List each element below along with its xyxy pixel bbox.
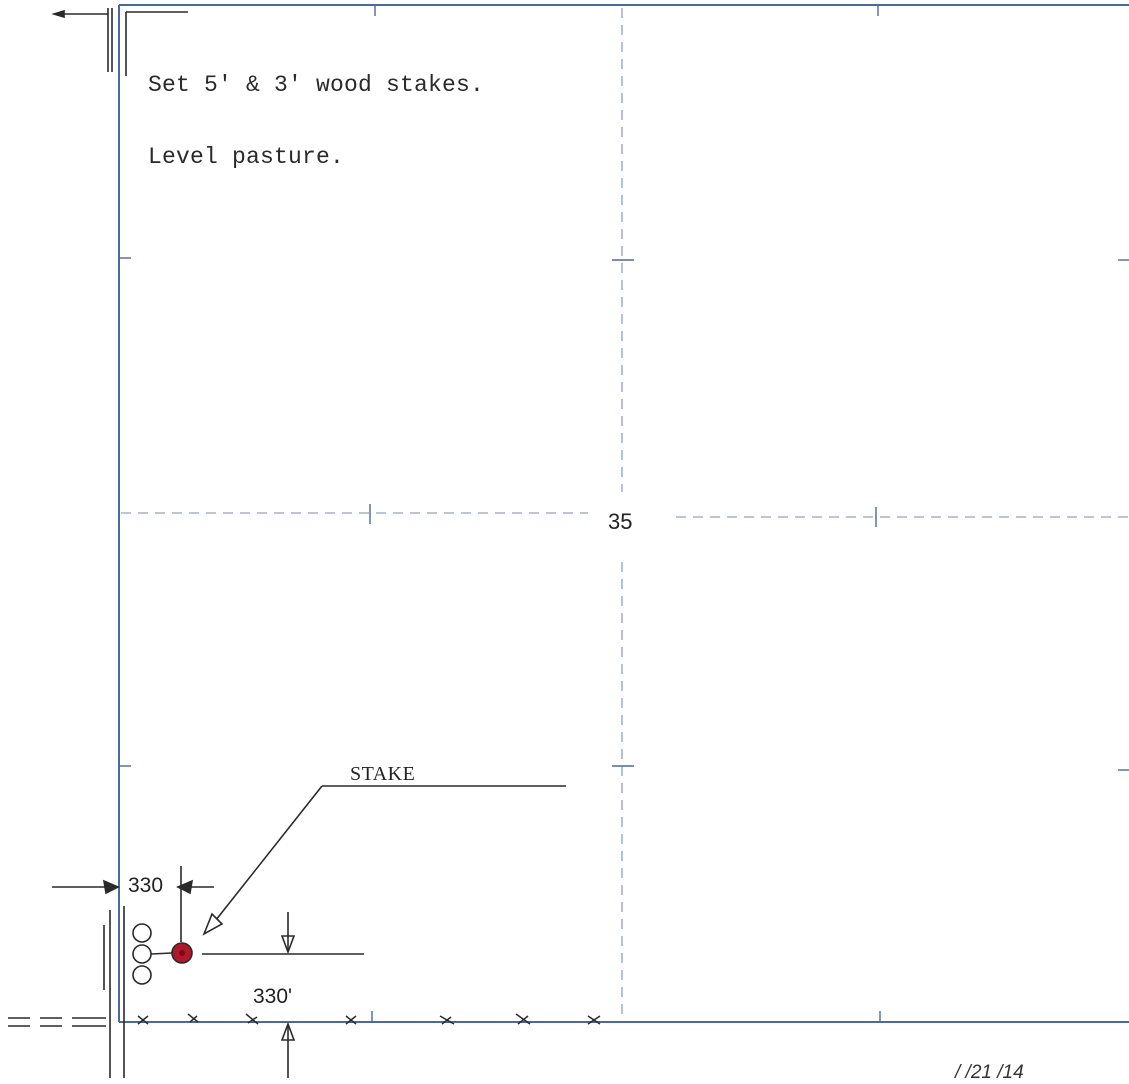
tick-marks — [119, 5, 1129, 1022]
sheet-date-label: / /21 /14 — [955, 1062, 1024, 1083]
corner-marks — [51, 8, 188, 76]
witness-stakes — [132, 923, 173, 985]
section-boundary — [118, 4, 1129, 1023]
witness-stake-circle — [132, 965, 152, 985]
quarter-section-lines — [121, 8, 1129, 1020]
horizontal-dimension-label: 330 — [128, 874, 164, 897]
road-lines — [8, 906, 125, 1078]
survey-note-stakes: Set 5' & 3' wood stakes. — [148, 72, 485, 98]
section-number-label: 35 — [606, 509, 635, 535]
dimension-vertical — [202, 912, 364, 1078]
witness-stake-circle — [132, 923, 152, 943]
stake-leader — [202, 785, 566, 936]
survey-note-pasture: Level pasture. — [148, 144, 345, 170]
witness-stake-circle — [132, 944, 152, 964]
stake-marker-center — [179, 950, 185, 956]
fence-marks — [137, 1013, 601, 1025]
stake-callout-label: STAKE — [350, 763, 416, 785]
dimension-horizontal — [52, 866, 214, 942]
vertical-dimension-label: 330' — [253, 985, 293, 1008]
